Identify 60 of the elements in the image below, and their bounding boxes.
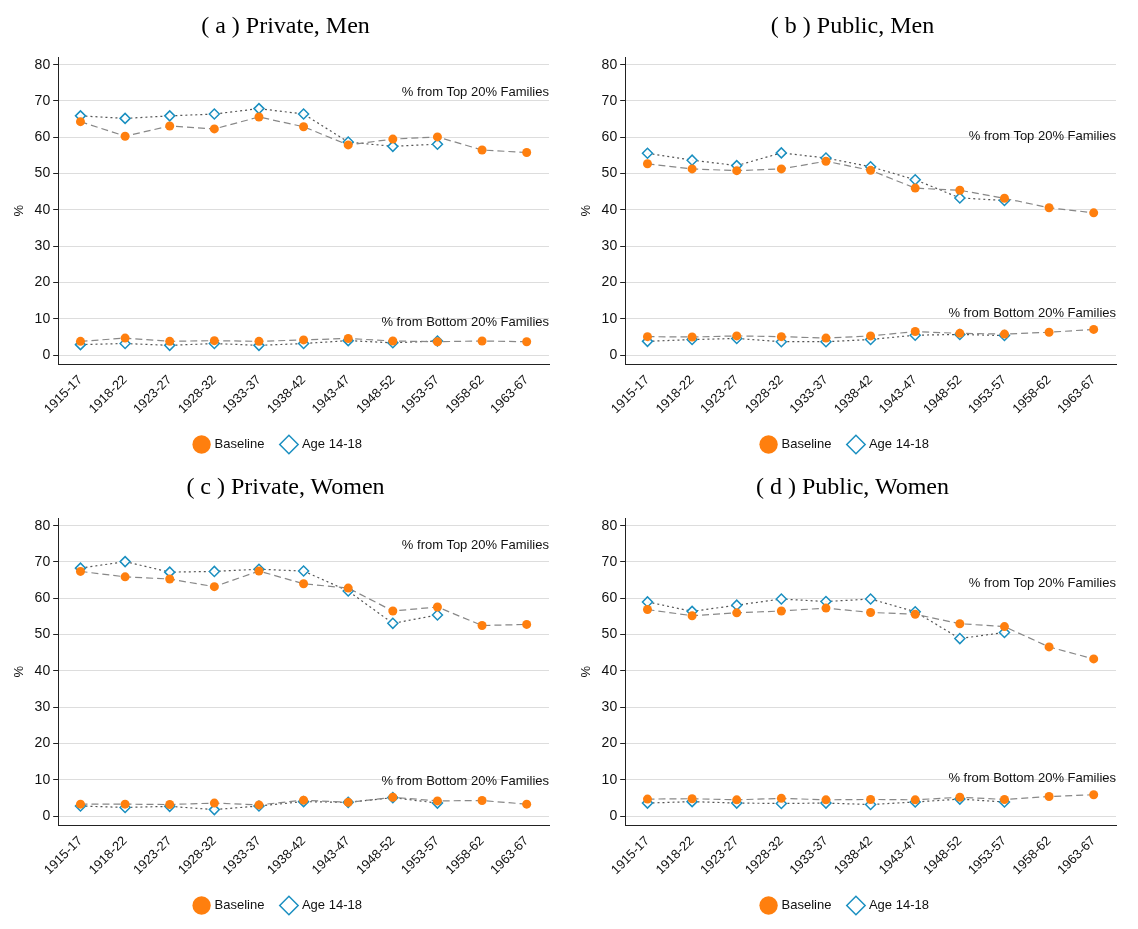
y-tick-label: 60 bbox=[34, 589, 51, 606]
annotation: % from Bottom 20% Families bbox=[381, 313, 550, 329]
y-tick-label: 0 bbox=[609, 346, 618, 363]
y-tick-label: 0 bbox=[609, 807, 618, 824]
y-tick-label: 20 bbox=[34, 273, 51, 290]
chart-title: ( b ) Public, Men bbox=[769, 11, 936, 40]
y-tick-label: 60 bbox=[601, 589, 618, 606]
annotation: % from Bottom 20% Families bbox=[948, 304, 1117, 320]
legend-label: Age 14-18 bbox=[301, 436, 362, 452]
annotation: % from Bottom 20% Families bbox=[381, 772, 550, 788]
y-tick-label: 70 bbox=[601, 91, 618, 108]
chart-title: ( a ) Private, Men bbox=[200, 11, 371, 40]
y-tick-label: 0 bbox=[42, 807, 51, 824]
y-tick-label: 30 bbox=[601, 698, 618, 715]
annotation: % from Top 20% Families bbox=[968, 574, 1117, 590]
y-tick-label: 10 bbox=[34, 309, 51, 326]
y-tick-label: 80 bbox=[34, 55, 51, 72]
annotation: % from Top 20% Families bbox=[401, 537, 550, 553]
annotation: % from Top 20% Families bbox=[968, 128, 1117, 144]
legend-label: Baseline bbox=[214, 897, 265, 913]
y-tick-label: 40 bbox=[34, 200, 51, 217]
annotation: % from Bottom 20% Families bbox=[948, 770, 1117, 786]
y-tick-label: 20 bbox=[601, 273, 618, 290]
legend-label: Baseline bbox=[781, 897, 832, 913]
chart-title: ( d ) Public, Women bbox=[755, 472, 950, 501]
legend-label: Age 14-18 bbox=[868, 436, 929, 452]
annotation: % from Top 20% Families bbox=[401, 84, 550, 100]
legend-label: Baseline bbox=[781, 436, 832, 452]
y-tick-label: 60 bbox=[601, 128, 618, 145]
y-axis-title: % bbox=[11, 665, 27, 678]
y-tick-label: 70 bbox=[34, 91, 51, 108]
y-axis-title: % bbox=[578, 204, 594, 217]
y-tick-label: 20 bbox=[601, 734, 618, 751]
y-tick-label: 10 bbox=[601, 770, 618, 787]
y-tick-label: 40 bbox=[601, 200, 618, 217]
y-tick-label: 60 bbox=[34, 128, 51, 145]
y-tick-label: 40 bbox=[34, 661, 51, 678]
y-tick-label: 50 bbox=[34, 625, 51, 642]
y-axis-title: % bbox=[11, 204, 27, 217]
y-tick-label: 30 bbox=[601, 237, 618, 254]
y-axis-title: % bbox=[578, 665, 594, 678]
y-tick-label: 10 bbox=[601, 309, 618, 326]
y-tick-label: 70 bbox=[34, 552, 51, 569]
y-tick-label: 50 bbox=[34, 164, 51, 181]
chart-title: ( c ) Private, Women bbox=[185, 472, 386, 501]
y-tick-label: 80 bbox=[34, 516, 51, 533]
y-tick-label: 80 bbox=[601, 516, 618, 533]
y-tick-label: 0 bbox=[42, 346, 51, 363]
legend-label: Baseline bbox=[214, 436, 265, 452]
legend-label: Age 14-18 bbox=[301, 897, 362, 913]
y-tick-label: 30 bbox=[34, 698, 51, 715]
y-tick-label: 80 bbox=[601, 55, 618, 72]
y-tick-label: 30 bbox=[34, 237, 51, 254]
y-tick-label: 50 bbox=[601, 164, 618, 181]
y-tick-label: 70 bbox=[601, 552, 618, 569]
y-tick-label: 10 bbox=[34, 770, 51, 787]
y-tick-label: 40 bbox=[601, 661, 618, 678]
y-tick-label: 50 bbox=[601, 625, 618, 642]
y-tick-label: 20 bbox=[34, 734, 51, 751]
legend-label: Age 14-18 bbox=[868, 897, 929, 913]
